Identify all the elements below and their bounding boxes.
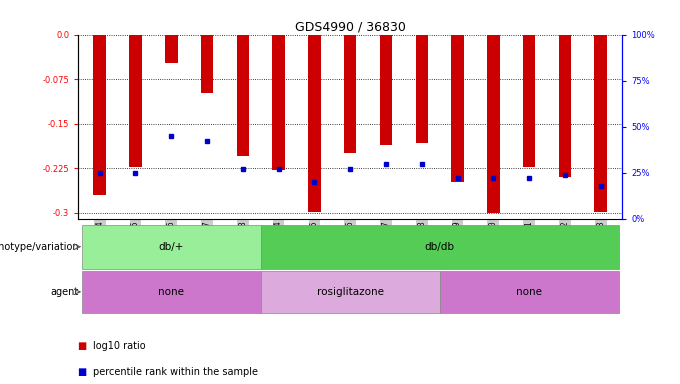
Text: db/db: db/db: [425, 242, 455, 252]
Bar: [344, 35, 356, 154]
Text: none: none: [516, 287, 542, 297]
Bar: [260, 225, 619, 269]
Bar: [523, 35, 535, 167]
Text: genotype/variation: genotype/variation: [0, 242, 79, 252]
Bar: [379, 35, 392, 144]
Bar: [452, 35, 464, 182]
Bar: [440, 271, 619, 313]
Text: none: none: [158, 287, 184, 297]
Bar: [487, 35, 500, 213]
Bar: [260, 271, 440, 313]
Bar: [594, 35, 607, 212]
Bar: [129, 35, 141, 167]
Text: ■: ■: [78, 341, 90, 351]
Bar: [415, 35, 428, 143]
Bar: [237, 35, 249, 156]
Bar: [559, 35, 571, 177]
Bar: [165, 35, 177, 63]
Bar: [82, 225, 260, 269]
Bar: [273, 35, 285, 170]
Bar: [93, 35, 106, 195]
Text: agent: agent: [51, 287, 79, 297]
Text: log10 ratio: log10 ratio: [93, 341, 146, 351]
Bar: [308, 35, 321, 212]
Title: GDS4990 / 36830: GDS4990 / 36830: [294, 20, 406, 33]
Bar: [82, 271, 260, 313]
Text: db/+: db/+: [158, 242, 184, 252]
Text: ■: ■: [78, 367, 90, 377]
Text: percentile rank within the sample: percentile rank within the sample: [93, 367, 258, 377]
Text: rosiglitazone: rosiglitazone: [317, 287, 384, 297]
Bar: [201, 35, 214, 93]
